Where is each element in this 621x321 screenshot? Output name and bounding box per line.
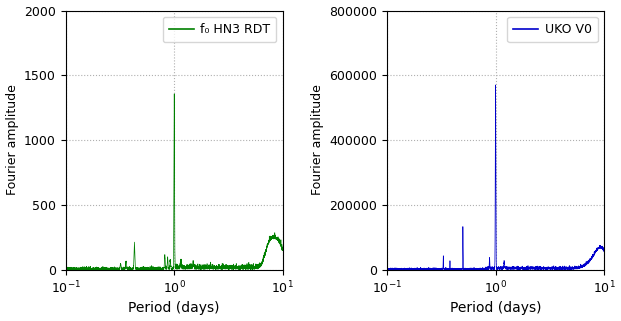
Y-axis label: Fourier amplitude: Fourier amplitude [6, 85, 19, 195]
Legend: f₀ HN3 RDT: f₀ HN3 RDT [163, 17, 276, 42]
X-axis label: Period (days): Period (days) [450, 301, 542, 316]
X-axis label: Period (days): Period (days) [129, 301, 220, 316]
Legend: UKO V0: UKO V0 [507, 17, 598, 42]
Y-axis label: Fourier amplitude: Fourier amplitude [310, 85, 324, 195]
